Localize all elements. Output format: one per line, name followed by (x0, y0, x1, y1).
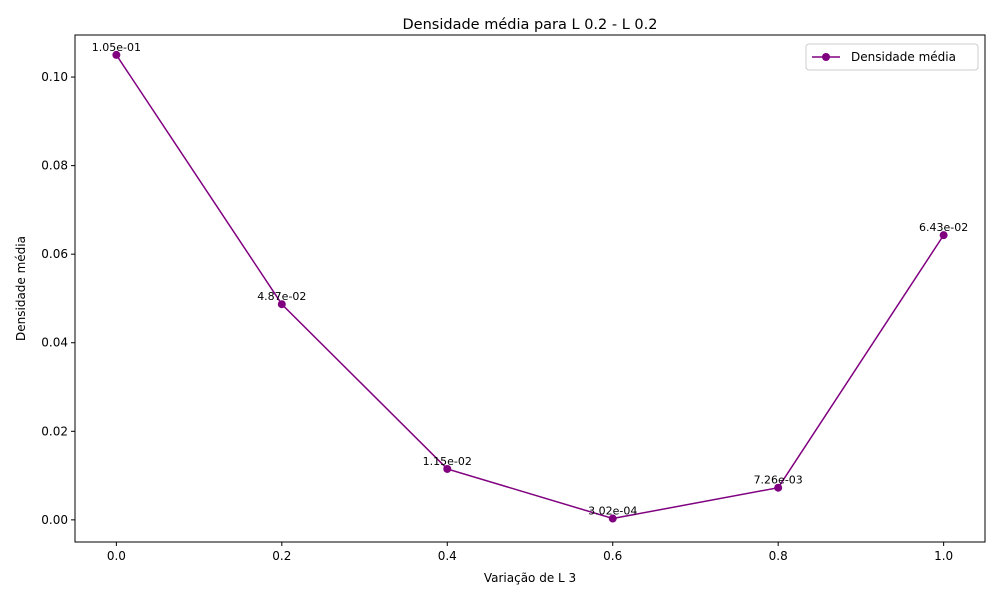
x-tick-label: 0.0 (107, 549, 126, 563)
y-tick-label: 0.06 (41, 247, 68, 261)
x-tick-label: 0.8 (769, 549, 788, 563)
legend-box (805, 43, 979, 71)
data-point (443, 464, 452, 473)
x-tick-label: 0.2 (272, 549, 291, 563)
x-axis: 0.0 0.2 0.4 0.6 0.8 1.0 (107, 542, 953, 563)
legend-marker-swatch (822, 53, 830, 61)
legend: Densidade média (805, 43, 979, 71)
x-tick-label: 0.6 (603, 549, 622, 563)
x-axis-label: Variação de L 3 (484, 571, 576, 585)
data-point (939, 231, 948, 240)
plot-frame (74, 34, 986, 543)
plot-area: 1.05e-01 4.87e-02 1.15e-02 3.02e-04 7.26e-03… (92, 41, 968, 523)
y-tick-label: 0.08 (41, 159, 68, 173)
data-label: 7.26e-03 (754, 474, 803, 487)
data-point (112, 50, 121, 59)
y-tick-label: 0.02 (41, 424, 68, 438)
data-point (277, 300, 286, 309)
y-tick-label: 0.10 (41, 70, 68, 84)
y-axis: 0.00 0.02 0.04 0.06 0.08 0.10 (41, 70, 75, 527)
data-point (608, 514, 617, 523)
data-label: 1.15e-02 (423, 455, 472, 468)
data-label: 1.05e-01 (92, 41, 141, 54)
x-tick-label: 1.0 (934, 549, 953, 563)
data-point (774, 483, 783, 492)
legend-label: Densidade média (851, 50, 956, 64)
data-label: 4.87e-02 (257, 290, 306, 303)
data-label: 6.43e-02 (919, 221, 968, 234)
y-tick-label: 0.00 (41, 513, 68, 527)
chart-title: Densidade média para L 0.2 - L 0.2 (403, 17, 658, 33)
series-line (115, 54, 945, 520)
y-tick-label: 0.04 (41, 336, 68, 350)
data-label: 3.02e-04 (588, 505, 637, 518)
y-axis-label: Densidade média (14, 236, 28, 341)
x-tick-label: 0.4 (438, 549, 457, 563)
